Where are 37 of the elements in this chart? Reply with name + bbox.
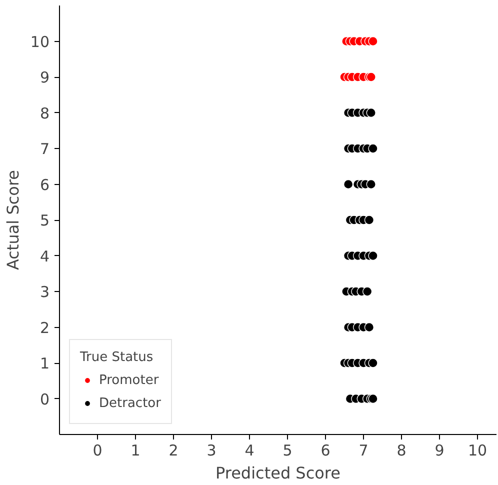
x-tick-label: 0 <box>92 442 102 460</box>
point <box>368 250 378 261</box>
x-tick-label: 9 <box>434 442 444 460</box>
legend-title: True Status <box>80 350 154 365</box>
y-tick-label: 8 <box>40 104 50 122</box>
legend-label: Detractor <box>99 396 161 410</box>
y-tick-label: 5 <box>40 212 50 230</box>
x-tick-label: 10 <box>468 442 488 460</box>
point <box>362 286 372 296</box>
y-tick-label: 4 <box>40 247 50 266</box>
x-tick-label: 8 <box>396 442 406 460</box>
legend-label: Promoter <box>99 372 159 388</box>
point <box>368 36 378 46</box>
x-tick-label: 7 <box>358 442 368 460</box>
y-tick-label: 1 <box>40 354 50 372</box>
x-tick-label: 1 <box>130 442 140 460</box>
y-tick-label: 10 <box>30 32 50 51</box>
y-tick-label: 3 <box>40 283 50 301</box>
point <box>364 215 374 225</box>
y-tick-label: 2 <box>40 318 50 337</box>
point <box>366 179 376 190</box>
x-axis-title: Predicted Score <box>215 464 341 482</box>
y-tick-label: 6 <box>40 176 50 194</box>
point <box>364 322 374 332</box>
y-tick-label: 0 <box>40 390 50 408</box>
y-tick-label: 7 <box>40 140 50 158</box>
x-tick-label: 2 <box>168 442 178 460</box>
point <box>368 144 378 154</box>
x-tick-label: 3 <box>206 442 216 460</box>
x-tick-label: 4 <box>244 442 254 460</box>
x-tick-label: 5 <box>282 442 292 460</box>
point <box>343 179 354 190</box>
point <box>368 358 378 368</box>
y-tick-label: 9 <box>40 68 50 86</box>
y-axis-title: Actual Score <box>3 170 22 270</box>
x-tick-label: 6 <box>320 442 330 460</box>
point <box>366 108 376 118</box>
